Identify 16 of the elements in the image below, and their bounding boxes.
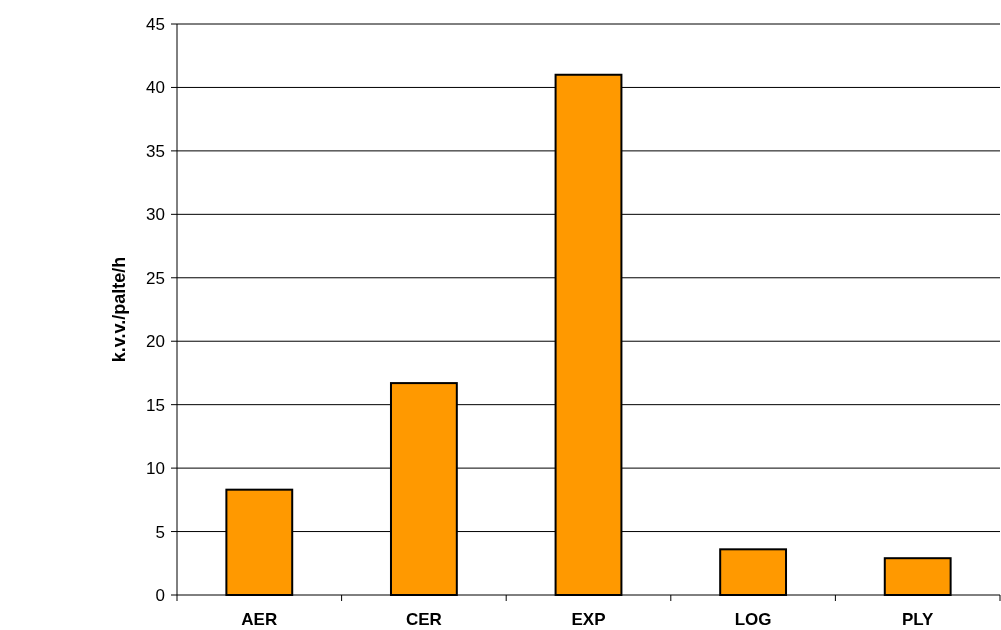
y-tick-label: 25	[146, 268, 165, 288]
y-tick-label: 15	[146, 395, 165, 415]
x-tick-label: CER	[405, 610, 442, 629]
y-tick-label: 45	[146, 14, 165, 34]
y-tick-label: 0	[155, 585, 165, 605]
x-tick-label: EXP	[571, 610, 606, 629]
x-tick-label: LOG	[734, 610, 772, 629]
y-tick-label: 30	[146, 205, 165, 225]
y-tick-label: 35	[146, 141, 165, 161]
y-tick-label: 20	[146, 332, 165, 352]
y-tick-label: 40	[146, 78, 165, 98]
y-tick-label: 5	[155, 522, 165, 542]
x-tick-label: AER	[241, 610, 278, 629]
x-tick-label: PLY	[901, 610, 935, 629]
y-axis-title: k.v.v./palte/h	[109, 256, 129, 363]
y-tick-label: 10	[146, 459, 165, 479]
